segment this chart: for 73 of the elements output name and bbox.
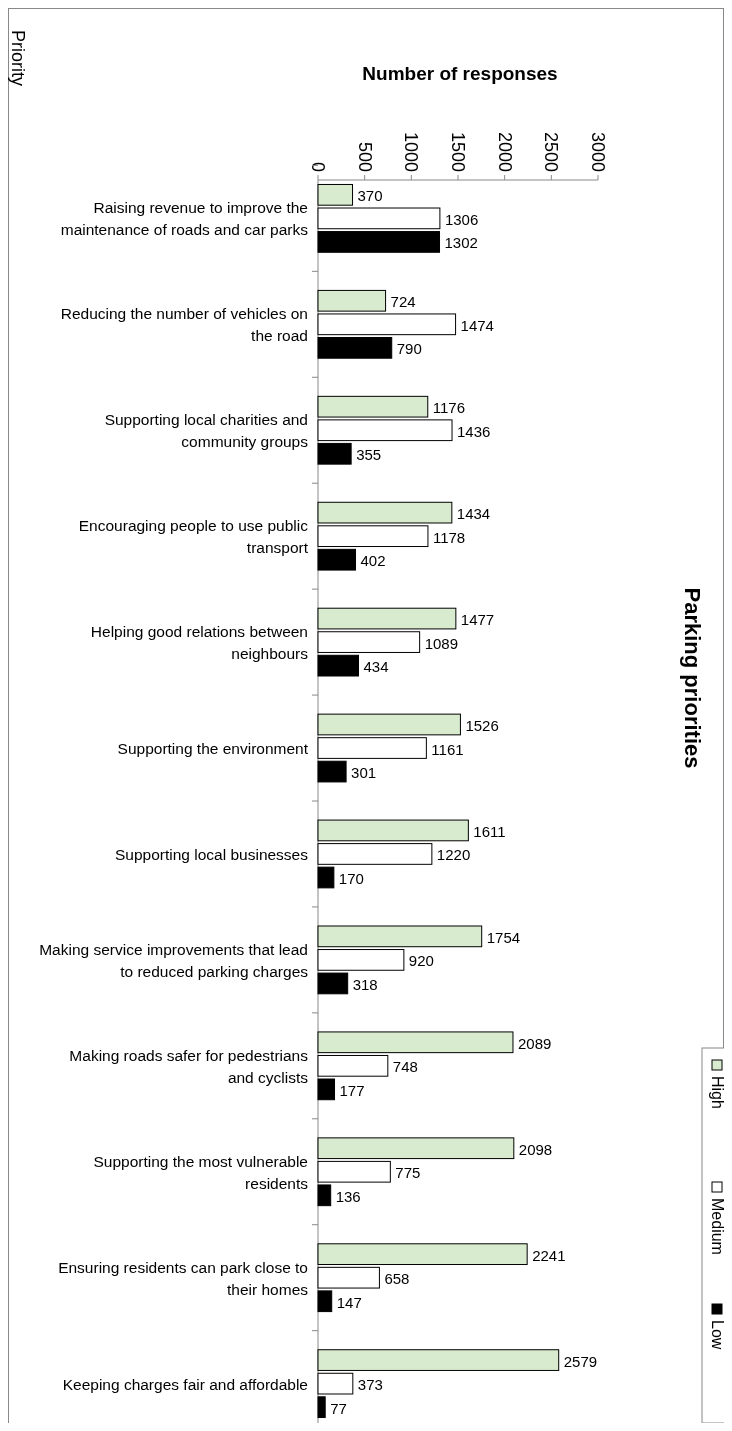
bar [317,231,441,253]
data-label: 370 [357,187,383,205]
data-label: 724 [390,293,416,311]
y-tick-label: Supporting local businesses [114,845,309,863]
data-label: 658 [384,1270,410,1288]
y-tick-label: Keeping charges fair and affordable [62,1375,308,1393]
x-tick-label: 3000 [588,131,608,172]
text: Parking priorities [679,587,705,769]
bar [317,336,393,359]
data-label: 1178 [432,528,466,546]
bar [317,1031,514,1054]
legend-label: High [708,1076,726,1109]
y-tick-label: Helping good relations between neighbours [90,622,309,662]
y-tick-label: Raising revenue to improve the maintenance of roads and car parks [60,198,309,238]
x-tick-label: 1000 [401,131,422,172]
data-label: 1474 [460,316,494,334]
bar [317,442,352,465]
data-label: 77 [330,1399,347,1417]
data-label: 301 [351,764,377,782]
bar [317,1137,515,1160]
y-tick-label: Supporting the environment [117,739,309,757]
data-label: 748 [392,1058,418,1076]
y-tick-label: Encouraging people to use public transport [78,516,309,556]
data-label: 373 [357,1376,383,1394]
legend-label: Medium [708,1198,726,1255]
data-label: 147 [336,1293,362,1311]
data-label: 1754 [486,928,521,946]
y-tick-label: Reducing the number of vehicles on the road [60,304,308,344]
data-label: 136 [335,1187,361,1205]
legend-label: Low [708,1320,726,1350]
y-tick-label: Supporting the most vulnerable residents [93,1152,309,1192]
bar [317,819,469,842]
data-label: 1306 [444,210,479,228]
bar [317,760,347,783]
data-label: 2241 [532,1246,566,1264]
data-label: 177 [339,1081,365,1099]
data-label: 1161 [431,740,464,758]
data-label: 355 [356,446,382,464]
x-tick-label: 2500 [541,131,562,172]
bar [317,925,483,948]
bar [317,1349,560,1371]
data-label: 1302 [444,234,478,252]
bar [317,548,357,571]
data-label: 1220 [436,846,471,864]
x-tick-label: 500 [354,141,375,172]
data-label: 2089 [517,1034,552,1052]
data-label: 2098 [518,1140,553,1158]
data-label: 1089 [424,634,459,652]
data-label: 1477 [460,611,495,629]
data-label: 775 [395,1164,421,1182]
data-label: 1436 [457,422,491,440]
y-tick-label: Supporting local charities and community groups [104,410,309,450]
data-label: 790 [396,340,422,358]
data-label: 402 [360,552,386,570]
data-label: 1526 [465,716,499,734]
x-tick-label: 0 [308,161,328,172]
data-label: 1611 [473,822,506,840]
bar [317,654,360,677]
x-tick-label: 2000 [494,131,515,172]
data-label: 434 [363,658,389,676]
data-label: 920 [408,952,434,970]
y-tick-label: Making roads safer for pedestrians and cyclists [69,1046,309,1086]
x-tick-label: 1500 [448,131,468,172]
y-axis-title: Priority [8,30,28,87]
y-tick-label: Making service improvements that lead to reduced parking charges [39,940,309,980]
y-tick-label: Ensuring residents can park close to their homes [58,1258,309,1298]
data-label: 1176 [432,399,466,417]
bar [317,1243,528,1266]
data-label: 1434 [456,505,491,523]
x-axis-title: Number of responses [362,63,558,84]
data-label: 2579 [563,1352,598,1370]
data-label: 170 [338,870,364,888]
data-label: 318 [352,975,378,993]
